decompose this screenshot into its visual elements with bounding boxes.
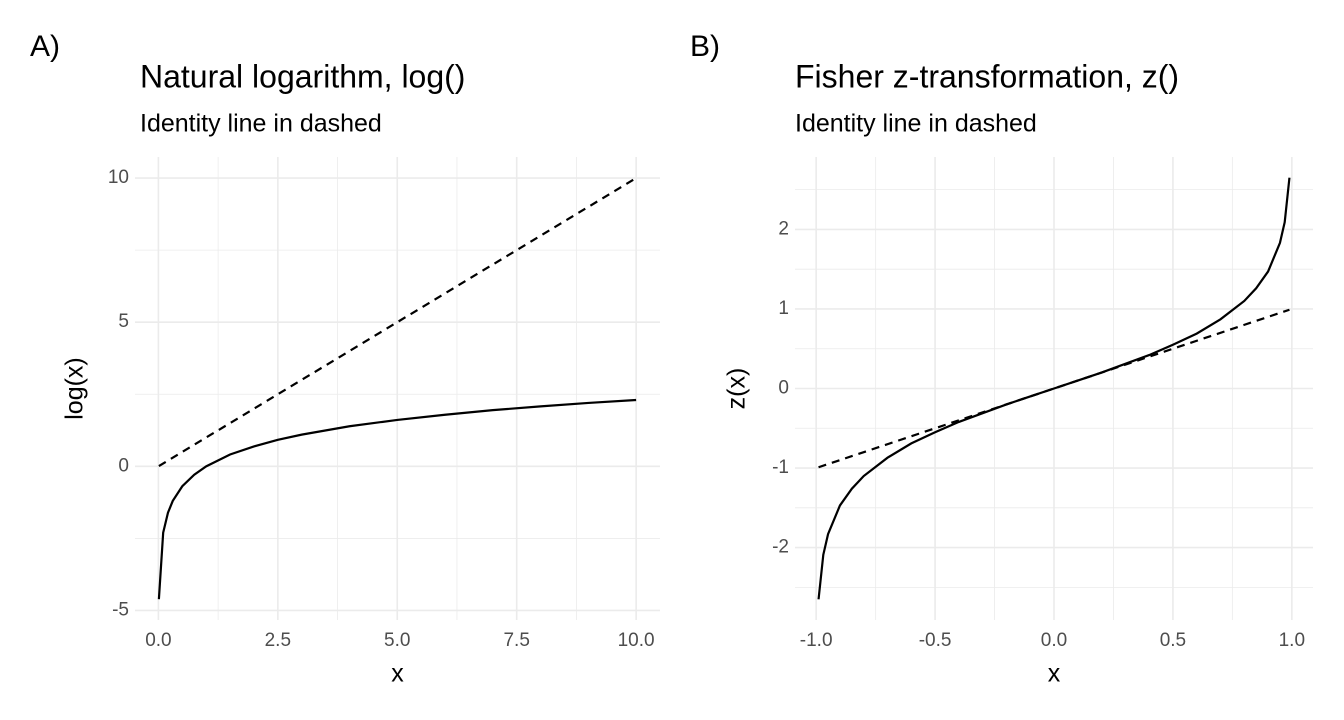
y-tick-label: 0 bbox=[118, 455, 129, 476]
y-tick-label: 0 bbox=[778, 378, 789, 399]
line bbox=[817, 177, 1291, 600]
line bbox=[818, 308, 1290, 469]
x-tick-label: 5.0 bbox=[384, 630, 410, 651]
x-tick-label: -1.0 bbox=[800, 630, 833, 651]
panel-tag: A) bbox=[30, 30, 60, 63]
y-axis-title: z(x) bbox=[723, 368, 751, 410]
y-tick-label: -5 bbox=[112, 600, 129, 621]
y-tick-label: -1 bbox=[772, 457, 789, 478]
x-tick-label: -0.5 bbox=[919, 630, 952, 651]
chart-title: Fisher z-transformation, z() bbox=[795, 58, 1179, 94]
x-tick-label: 1.0 bbox=[1279, 630, 1305, 651]
y-tick-label: -2 bbox=[772, 537, 789, 558]
panel-tag: B) bbox=[690, 30, 720, 63]
x-tick-label: 0.5 bbox=[1160, 630, 1186, 651]
y-tick-label: 10 bbox=[108, 167, 129, 188]
line bbox=[157, 398, 637, 600]
y-tick-label: 1 bbox=[778, 298, 789, 319]
chart-subtitle: Identity line in dashed bbox=[795, 110, 1037, 138]
chart-subtitle: Identity line in dashed bbox=[140, 110, 382, 138]
x-tick-label: 0.0 bbox=[1041, 630, 1067, 651]
x-tick-label: 10.0 bbox=[618, 630, 655, 651]
x-tick-label: 7.5 bbox=[503, 630, 529, 651]
x-axis-title: x bbox=[391, 660, 404, 688]
x-tick-label: 2.5 bbox=[265, 630, 291, 651]
y-tick-label: 2 bbox=[778, 218, 789, 239]
y-tick-label: 5 bbox=[118, 311, 129, 332]
y-axis-title: log(x) bbox=[61, 357, 89, 420]
x-axis-title: x bbox=[1048, 660, 1061, 688]
x-tick-label: 0.0 bbox=[145, 630, 171, 651]
chart-title: Natural logarithm, log() bbox=[140, 58, 465, 94]
line bbox=[158, 177, 637, 467]
